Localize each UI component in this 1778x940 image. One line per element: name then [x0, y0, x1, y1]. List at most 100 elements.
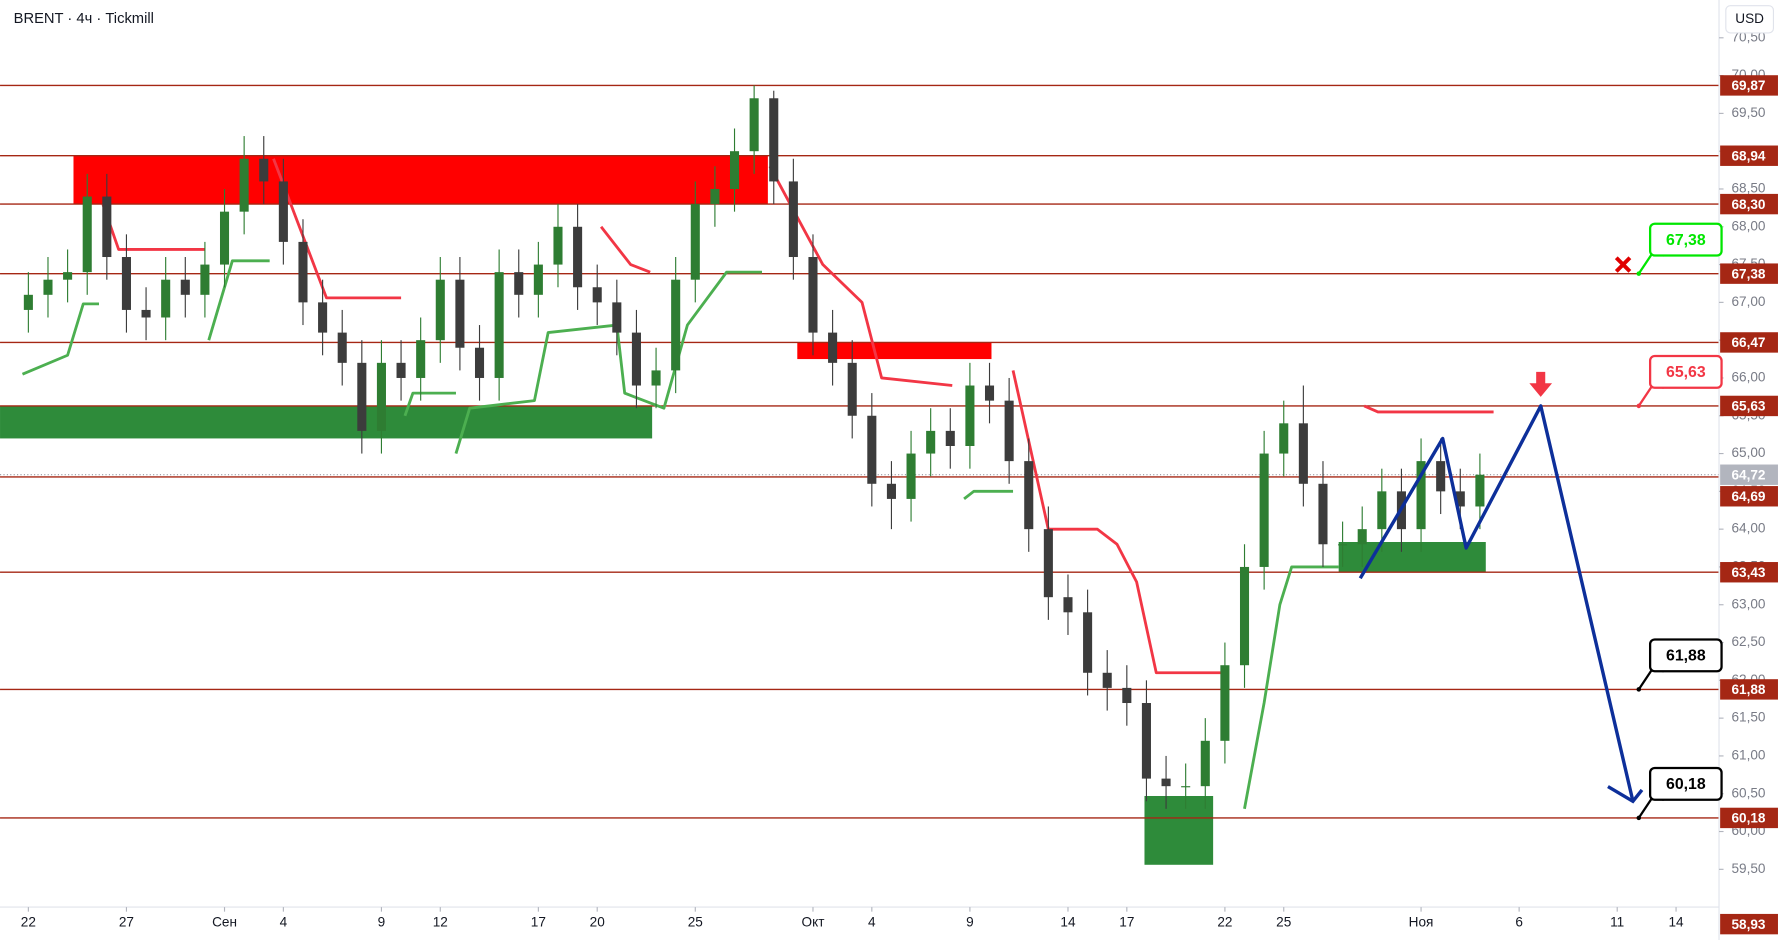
candle-body: [1043, 529, 1053, 598]
price-label: 64,69: [1731, 489, 1765, 504]
price-label-bg: [1720, 464, 1778, 485]
price-label-bg: [1720, 395, 1778, 417]
candle-body: [808, 257, 818, 333]
price-label: 64,72: [1731, 467, 1765, 482]
candle-body: [710, 188, 720, 205]
candle-body: [631, 332, 641, 386]
price-label: 58,93: [1731, 917, 1765, 932]
candle-body: [1141, 703, 1151, 779]
candle-body: [102, 196, 112, 258]
price-label-bg: [1720, 193, 1778, 215]
candle-body: [376, 362, 386, 431]
cancel-mark: [1614, 256, 1632, 273]
x-tick-label: 17: [531, 915, 546, 930]
candle-body: [1259, 453, 1269, 567]
x-tick-label: 4: [280, 915, 288, 930]
price-label-bg: [1720, 486, 1778, 507]
candle-body: [926, 430, 936, 454]
candle-body: [1122, 687, 1132, 704]
price-label: 66,47: [1731, 335, 1765, 350]
price-label: 69,87: [1731, 78, 1765, 93]
candle-body: [1102, 672, 1112, 688]
callout-box: [1648, 222, 1723, 257]
candle-body: [592, 287, 602, 303]
candle-body: [945, 430, 955, 446]
candle-body: [984, 385, 995, 401]
y-tick-label: 61,50: [1731, 710, 1765, 725]
candle-body: [1004, 400, 1014, 462]
candle-body: [1083, 612, 1093, 673]
x-tick-label: 25: [688, 915, 703, 930]
zones: [0, 155, 1486, 865]
candle-body: [769, 98, 779, 182]
supertrend-line: [21, 259, 1339, 810]
candle-body: [23, 294, 33, 310]
zone: [797, 342, 992, 360]
callout-anchor: [1636, 403, 1642, 409]
candle-body: [1338, 544, 1348, 546]
callout-box: [1648, 766, 1723, 801]
forecast-arrowhead: [1607, 785, 1644, 804]
zone: [1338, 542, 1486, 573]
zone: [0, 405, 653, 439]
x-tick-label: 25: [1276, 915, 1291, 930]
candle-body: [553, 226, 563, 265]
candle-body: [396, 362, 406, 378]
x-tick-label: 12: [433, 915, 448, 930]
x-tick-label: 27: [119, 915, 134, 930]
candle-body: [1279, 423, 1289, 454]
price-label-bg: [1720, 562, 1778, 583]
zone: [1144, 795, 1214, 865]
candle-body: [278, 181, 288, 242]
candle-body: [1181, 786, 1191, 788]
callout-box: [1648, 354, 1723, 389]
y-tick-label: 68,00: [1731, 218, 1765, 233]
candle-body: [259, 158, 269, 182]
candle-body: [1436, 461, 1446, 492]
x-tick-label: 22: [21, 915, 36, 930]
candle-body: [161, 279, 171, 318]
y-tick-label: 61,00: [1731, 748, 1765, 763]
candle-body: [298, 241, 308, 303]
candle-body: [514, 272, 524, 295]
candle-body: [180, 279, 190, 295]
price-label-bg: [1720, 679, 1778, 700]
candle-body: [1455, 491, 1465, 507]
candle-body: [1475, 474, 1485, 507]
candle-body: [1318, 483, 1328, 545]
supertrend-line: [101, 158, 1494, 675]
candle-body: [828, 332, 838, 363]
candle-body: [239, 158, 249, 212]
callout-anchor: [1636, 815, 1642, 821]
forecast-line: [1358, 404, 1635, 802]
price-label-bg: [1720, 75, 1778, 96]
candle-body: [651, 370, 661, 386]
callout-box: [1648, 638, 1723, 673]
y-tick-label: 66,00: [1731, 370, 1765, 385]
x-tick-label: 14: [1060, 915, 1076, 930]
candle-body: [965, 385, 975, 446]
currency[interactable]: USD: [1735, 11, 1764, 26]
candle-body: [1024, 461, 1034, 530]
callout-label: 65,63: [1666, 364, 1706, 381]
price-label-bg: [1720, 807, 1778, 829]
y-tick-label: 65,00: [1731, 445, 1765, 460]
labels: 69,87 68,94 68,30 67,38 66,47 65,63 64,72 64,69…: [1614, 75, 1778, 935]
x-tick-label: Окт: [802, 915, 825, 930]
signal-arrow: [1529, 371, 1553, 397]
candle-body: [573, 226, 583, 288]
y-tick-label: 67,00: [1731, 294, 1765, 309]
candle-body: [749, 98, 759, 152]
candle-body: [906, 453, 916, 499]
price-label-bg: [1720, 145, 1778, 166]
candle-body: [200, 264, 210, 295]
candle-body: [416, 340, 426, 378]
candle-body: [788, 181, 798, 258]
currency-box[interactable]: [1725, 5, 1775, 34]
price-label-bg: [1720, 263, 1778, 284]
callout-anchor: [1636, 687, 1642, 692]
x-tick-label: 9: [378, 915, 386, 930]
y-tick-label: 63,00: [1731, 596, 1765, 611]
